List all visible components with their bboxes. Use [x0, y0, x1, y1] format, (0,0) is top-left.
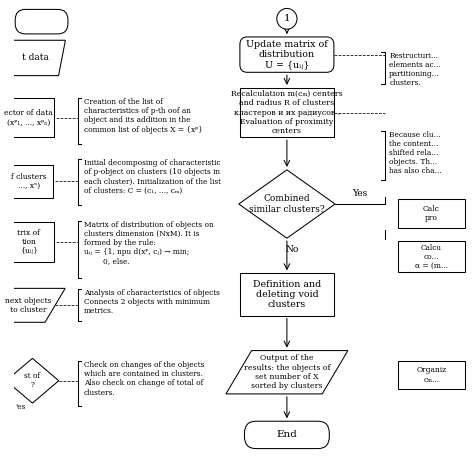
- Text: Check on changes of the objects
which are contained in clusters.
Also check on c: Check on changes of the objects which ar…: [84, 361, 204, 397]
- Text: 1: 1: [283, 14, 290, 23]
- Text: Restructuri...
elements ac...
partitioning...
clusters.: Restructuri... elements ac... partitioni…: [389, 52, 441, 87]
- Bar: [398, 241, 465, 272]
- Text: next objects
to cluster: next objects to cluster: [6, 297, 52, 314]
- Text: Analysis of characteristics of objects
Connects 2 objects with minimum
metrics.: Analysis of characteristics of objects C…: [84, 289, 219, 315]
- Text: Calcu
co...
α = (m...: Calcu co... α = (m...: [415, 244, 448, 270]
- Bar: [240, 88, 334, 137]
- Bar: [240, 273, 334, 316]
- Text: Combined
similar clusters?: Combined similar clusters?: [249, 194, 325, 214]
- Bar: [5, 165, 53, 198]
- Text: Update matrix of
distribution
U = {uᵢⱼ}: Update matrix of distribution U = {uᵢⱼ}: [246, 40, 328, 70]
- Polygon shape: [6, 40, 65, 76]
- Text: Initial decomposing of characteristic
of p-object on clusters (10 objects in
eac: Initial decomposing of characteristic of…: [84, 159, 221, 195]
- Text: No: No: [286, 245, 299, 254]
- Text: Matrix of distribution of objects on
clusters dimension (NxM). It is
formed by t: Matrix of distribution of objects on clu…: [84, 220, 213, 265]
- Text: f clusters
..., xᵊ): f clusters ..., xᵊ): [11, 173, 46, 190]
- Text: Definition and
deleting void
clusters: Definition and deleting void clusters: [253, 280, 321, 310]
- Text: Organiz
cₘ...: Organiz cₘ...: [416, 366, 447, 383]
- Text: Because clu...
the content...
shifted rela...
objects. Th...
has also cha...: Because clu... the content... shifted re…: [389, 130, 442, 175]
- FancyBboxPatch shape: [240, 37, 334, 73]
- Bar: [3, 222, 54, 262]
- FancyBboxPatch shape: [245, 421, 329, 448]
- Bar: [398, 199, 465, 228]
- Polygon shape: [6, 358, 59, 403]
- Bar: [3, 99, 54, 137]
- Polygon shape: [239, 170, 335, 238]
- Text: ector of data
(xᵖ₁, ..., xᵖₙ): ector of data (xᵖ₁, ..., xᵖₙ): [4, 109, 53, 127]
- Text: Output of the
results: the objects of
set number of X
sorted by clusters: Output of the results: the objects of se…: [244, 355, 330, 390]
- Text: Creation of the list of
characteristics of p-th oof an
object and its addition i: Creation of the list of characteristics …: [84, 98, 202, 134]
- Bar: [398, 361, 465, 389]
- Text: 'es: 'es: [15, 403, 25, 411]
- Polygon shape: [0, 288, 65, 322]
- Text: trix of
tion
{uᵢⱼ}: trix of tion {uᵢⱼ}: [18, 229, 40, 255]
- Text: Recalculation m(cₘ) centers
and radius R of clusters
кластеров и их радиусов .
E: Recalculation m(cₘ) centers and radius R…: [231, 90, 343, 135]
- Circle shape: [277, 9, 297, 29]
- Polygon shape: [226, 351, 348, 394]
- FancyBboxPatch shape: [15, 9, 68, 34]
- Text: st of
?: st of ?: [24, 372, 40, 389]
- Text: Yes: Yes: [352, 189, 367, 198]
- Text: Calc
pro: Calc pro: [423, 205, 440, 222]
- Text: t data: t data: [22, 54, 49, 63]
- Text: End: End: [276, 430, 297, 439]
